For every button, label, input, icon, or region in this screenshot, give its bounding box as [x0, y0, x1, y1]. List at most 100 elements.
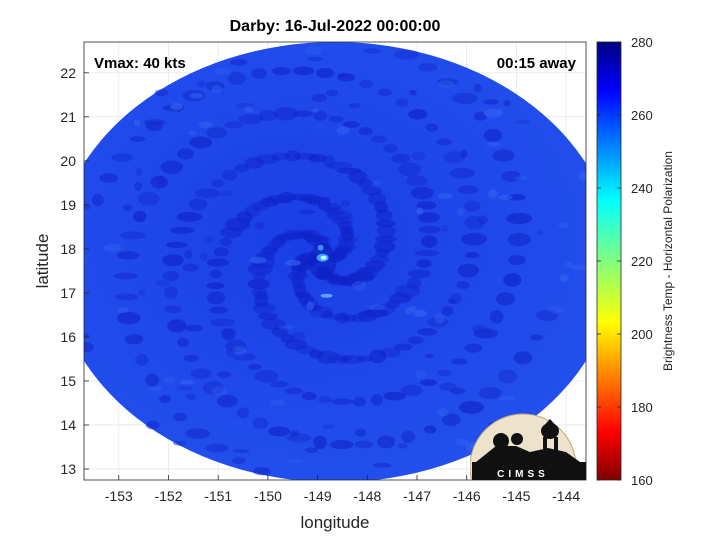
rain-band-cell: [129, 136, 146, 143]
x-tick-label: -146: [453, 488, 481, 504]
rain-band-cell: [408, 109, 428, 120]
rain-band-cell: [407, 336, 424, 345]
rain-band-cell: [284, 339, 308, 350]
x-ticks: -153 -152 -151 -150 -149 -148 -147 -146 -145 -144: [105, 475, 580, 504]
texture-cell: [434, 313, 446, 324]
rain-band-cell: [416, 259, 432, 268]
rain-band-cell: [248, 363, 262, 371]
y-tick-label: 19: [60, 197, 76, 213]
texture-cell: [198, 121, 213, 129]
rain-band-cell: [173, 412, 188, 422]
texture-cell: [306, 301, 315, 311]
colorbar-tick-label: 200: [631, 327, 653, 342]
texture-cell: [278, 325, 295, 330]
x-tick-label: -153: [105, 488, 133, 504]
x-tick-label: -144: [552, 488, 580, 504]
texture-cell: [163, 376, 176, 384]
texture-cell: [439, 382, 458, 391]
rain-band-cell: [254, 369, 279, 383]
texture-cell: [217, 371, 231, 378]
rain-band-cell: [176, 211, 203, 222]
rain-band-cell: [207, 291, 226, 305]
rain-band-cell: [449, 167, 475, 179]
texture-cell: [450, 387, 466, 395]
texture-cell: [455, 438, 469, 446]
rain-band-cell: [132, 210, 147, 222]
rain-band-cell: [473, 111, 487, 121]
texture-cell: [138, 289, 146, 296]
rain-band-cell: [535, 309, 559, 321]
rain-band-cell: [91, 193, 104, 207]
texture-cell: [173, 440, 187, 446]
rain-band-cell: [416, 328, 437, 336]
rain-band-cell: [285, 150, 302, 162]
texture-cell: [204, 236, 214, 243]
texture-cell: [254, 291, 269, 301]
texture-cell: [211, 85, 223, 94]
rain-band-cell: [497, 369, 518, 384]
rain-band-cell: [219, 227, 243, 239]
rain-band-cell: [209, 269, 222, 279]
texture-cell: [284, 259, 301, 266]
rain-band-cell: [461, 232, 488, 246]
rain-band-cell: [328, 115, 344, 123]
rain-band-cell: [436, 78, 459, 86]
texture-cell: [363, 48, 382, 54]
rain-band-cell: [202, 381, 224, 395]
rain-band-cell: [206, 282, 225, 290]
rain-band-cell: [414, 249, 440, 256]
texture-cell: [134, 181, 143, 192]
colorbar-ticks: 160 180 200 220 240 260 280: [597, 35, 653, 488]
rain-band-cell: [337, 220, 353, 230]
texture-cell: [503, 100, 511, 107]
y-tick-label: 15: [60, 373, 76, 389]
logo-text: CIMSS: [497, 469, 549, 480]
texture-cell: [145, 420, 160, 430]
rain-band-cell: [224, 121, 243, 129]
rain-band-cell: [370, 393, 383, 406]
rain-band-cell: [343, 314, 358, 323]
rain-band-cell: [334, 246, 352, 256]
rain-band-cell: [150, 175, 169, 189]
rain-band-cell: [238, 114, 264, 125]
rain-band-cell: [416, 201, 437, 210]
texture-cell: [155, 280, 170, 287]
rain-band-cell: [394, 284, 421, 298]
rain-band-cell: [272, 66, 291, 76]
rain-band-cell: [326, 161, 353, 170]
texture-cell: [404, 307, 414, 315]
rain-band-cell: [501, 170, 522, 182]
rain-band-cell: [329, 440, 354, 450]
rain-band-cell: [251, 68, 267, 80]
texture-cell: [249, 256, 267, 264]
rain-band-cell: [321, 310, 334, 319]
colorbar-label: Brightness Temp - Horizontal Polarizatio…: [661, 151, 675, 371]
rain-band-cell: [389, 292, 412, 304]
colorbar-tick-label: 180: [631, 400, 653, 415]
texture-cell: [291, 331, 306, 342]
rain-band-cell: [292, 193, 314, 201]
texture-cell: [84, 333, 90, 339]
texture-cell: [336, 126, 350, 135]
rain-band-cell: [116, 311, 141, 325]
texture-cell: [148, 386, 163, 391]
texture-cell: [84, 257, 87, 265]
rain-band-cell: [206, 258, 230, 267]
y-ticks: 13 14 15 16 17 18 19 20 21 22: [60, 65, 89, 477]
y-tick-label: 20: [60, 153, 76, 169]
texture-cell: [199, 252, 208, 262]
rain-band-cell: [145, 373, 160, 387]
texture-cell: [436, 408, 449, 417]
swath-layer: [84, 42, 586, 480]
rain-band-cell: [464, 252, 480, 259]
rain-band-cell: [325, 206, 345, 216]
texture-cell: [514, 119, 531, 125]
texture-cell: [84, 342, 94, 353]
rain-band-cell: [375, 219, 396, 228]
vmax-annotation: Vmax: 40 kts: [94, 55, 186, 72]
chart-title: Darby: 16-Jul-2022 00:00:00: [230, 18, 441, 35]
rain-band-cell: [334, 244, 356, 251]
rain-band-cell: [176, 337, 189, 347]
rain-band-cell: [158, 395, 171, 403]
